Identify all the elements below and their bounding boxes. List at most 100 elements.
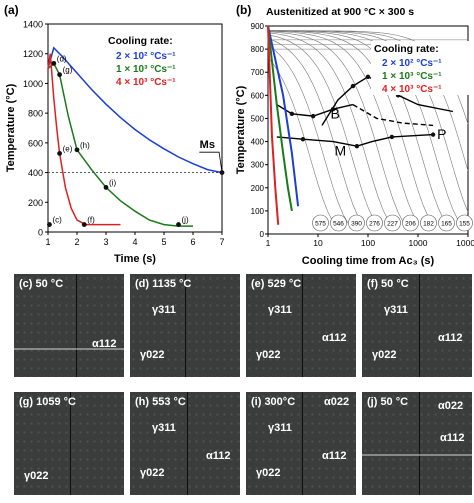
cooling-curve — [267, 44, 349, 224]
reflection-label: α112 — [322, 450, 347, 462]
y-tick-label-a: 200 — [28, 198, 43, 208]
diffraction-panel: (h) 553 °C γ311 α112 γ022 — [130, 392, 240, 495]
legend-item-a: 1 × 10³ °Cs⁻¹ — [116, 64, 176, 75]
transformation-point — [330, 107, 336, 112]
legend-item-b: 4 × 10³ °Cs⁻¹ — [382, 84, 442, 95]
cooling-curve — [267, 34, 374, 219]
series-line-b-3 — [267, 25, 280, 225]
x-tick-label-a: 4 — [132, 237, 137, 247]
diffraction-panel: (j) 50 °C α022 α112 — [362, 392, 472, 495]
region-label-M: M — [335, 142, 347, 158]
cooling-curve — [267, 30, 419, 224]
marker-label: (e) — [63, 144, 73, 153]
transformation-point — [389, 134, 395, 140]
marker-point — [81, 222, 87, 227]
cooling-curve — [267, 32, 389, 221]
ms-pointer — [199, 151, 223, 173]
transformation-point — [365, 74, 371, 80]
series-line-b-2 — [267, 25, 293, 212]
legend-title-a: Cooling rate: — [108, 35, 173, 47]
marker-label: (d) — [57, 54, 67, 63]
legend-item-a: 2 × 10² °Cs⁻¹ — [116, 51, 176, 62]
marker-point — [51, 60, 57, 66]
hardness-circle — [438, 214, 455, 232]
y-tick-label-b: 400 — [251, 138, 265, 147]
x-tick-label-b: 100 — [361, 238, 375, 248]
transformation-point — [354, 143, 360, 149]
pearlite-dashed-boundary — [352, 103, 434, 127]
reflection-label: α022 — [324, 396, 350, 408]
y-tick-label-b: 0 — [260, 230, 265, 239]
y-tick-label-a: 400 — [28, 168, 43, 178]
hardness-circle — [330, 214, 347, 232]
y-tick-label-b: 100 — [251, 207, 265, 216]
detector-gap-line — [76, 274, 77, 377]
y-tick-label-b: 900 — [251, 22, 265, 31]
panel-label: (e) 529 °C — [251, 278, 302, 290]
y-tick-label-a: 1000 — [23, 79, 43, 89]
hardness-value: 546 — [333, 221, 344, 228]
x-tick-label-a: 3 — [103, 237, 108, 247]
hardness-circle — [366, 214, 383, 232]
transformation-point — [430, 132, 436, 137]
region-label-B: B — [330, 105, 339, 121]
marker-point — [176, 222, 181, 227]
hardness-value: 390 — [351, 221, 362, 228]
legend-item-b: 1 × 10³ °Cs⁻¹ — [382, 71, 442, 82]
hardness-circle — [420, 214, 437, 232]
ms-label: Ms — [200, 139, 215, 151]
reflection-label: α112 — [322, 332, 347, 344]
x-tick-label-a: 5 — [161, 237, 166, 247]
cooling-curve — [267, 30, 434, 225]
hardness-value: 155 — [459, 221, 470, 228]
detector-gap-line — [187, 392, 188, 495]
y-tick-label-b: 300 — [251, 161, 265, 170]
reflection-label: γ311 — [268, 304, 292, 316]
panel-label-b: (b) — [236, 3, 251, 17]
y-tick-label-b: 800 — [251, 45, 265, 54]
hardness-circle — [402, 214, 419, 232]
y-tick-label-b: 200 — [251, 184, 265, 193]
reflection-label: α112 — [206, 450, 231, 462]
reflection-label: γ311 — [268, 422, 292, 434]
y-axis-label-b: Temperature (°C) — [235, 85, 247, 174]
hardness-circle — [456, 214, 473, 232]
x-tick-label-b: 10 — [313, 238, 323, 248]
x-tick-label-a: 6 — [190, 237, 195, 247]
reflection-label: γ311 — [384, 304, 408, 316]
diffraction-streak — [362, 454, 472, 456]
series-line-a-1 — [47, 46, 223, 174]
cooling-curve — [267, 38, 364, 225]
marker-label: (h) — [80, 141, 90, 150]
ms-point — [219, 170, 225, 175]
x-tick-label-b: 1 — [266, 238, 271, 248]
hardness-value: 227 — [387, 221, 398, 228]
reflection-label: γ311 — [152, 304, 176, 316]
panel-label: (g) 1059 °C — [19, 396, 76, 408]
diffraction-noise — [130, 392, 240, 495]
panel-label: (c) 50 °C — [19, 278, 64, 290]
transformation-point — [289, 111, 295, 117]
legend-title-b: Cooling rate: — [374, 43, 439, 55]
reflection-label: γ022 — [372, 349, 397, 361]
diffraction-noise — [14, 274, 124, 377]
reflection-label: α112 — [438, 332, 463, 344]
diffraction-noise — [362, 392, 472, 495]
diffraction-panel: (i) 300°C α022 γ311 α112 γ022 — [246, 392, 356, 495]
x-tick-label-a: 2 — [74, 237, 79, 247]
marker-point — [57, 72, 62, 78]
panel-label: (f) 50 °C — [367, 278, 409, 290]
panel-label: (j) 50 °C — [367, 396, 409, 408]
y-axis-label-a: Temperature (°C) — [5, 83, 17, 172]
diffraction-noise — [362, 274, 472, 377]
reflection-label: γ022 — [140, 467, 165, 479]
diffraction-panel: (d) 1135 °C γ311 γ022 — [130, 274, 240, 377]
detector-gap-line — [302, 274, 303, 377]
hardness-value: 206 — [405, 221, 416, 228]
martensite-boundary — [276, 133, 434, 147]
region-label-P: P — [437, 126, 446, 142]
reflection-label: α022 — [438, 400, 464, 412]
marker-label: (j) — [182, 216, 189, 225]
transformation-point — [350, 83, 356, 89]
legend-bg-b — [371, 41, 469, 95]
